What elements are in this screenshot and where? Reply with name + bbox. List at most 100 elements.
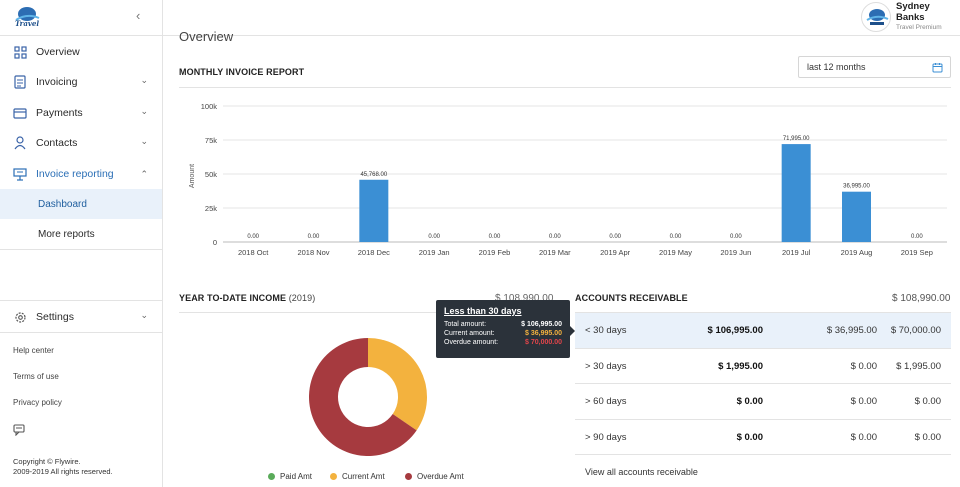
copyright: Copyright © Flywire. 2009-2019 All right… xyxy=(13,457,113,477)
y-tick-label: 25k xyxy=(205,204,217,213)
copyright-line: Copyright © Flywire. xyxy=(13,457,81,466)
tooltip-value: $ 106,995.00 xyxy=(521,321,562,328)
ytd-total: $ 108,990.00 xyxy=(495,293,554,304)
sidebar-item-label: Overview xyxy=(36,46,80,58)
sidebar-item-contacts[interactable]: Contacts ⌄ xyxy=(0,128,162,158)
x-tick-label: 2019 Mar xyxy=(539,248,571,257)
legend-overdue[interactable]: Overdue Amt xyxy=(405,472,464,481)
sidebar-item-label: Contacts xyxy=(36,137,78,149)
ar-total: $ 108,990.00 xyxy=(892,293,951,304)
bar-value-label: 0.00 xyxy=(247,234,259,240)
view-all-ar-link[interactable]: View all accounts receivable xyxy=(585,467,698,477)
copyright-line: 2009-2019 All rights reserved. xyxy=(13,467,113,476)
ar-period: > 30 days xyxy=(585,360,627,372)
sidebar-subitem-more-reports[interactable]: More reports xyxy=(0,219,162,249)
gear-icon xyxy=(13,310,27,324)
y-axis-label: Amount xyxy=(189,164,196,188)
legend-paid[interactable]: Paid Amt xyxy=(268,472,312,481)
bar[interactable] xyxy=(359,179,389,242)
ar-overdue-amount: $ 1,995.00 xyxy=(896,360,941,372)
donut-slice[interactable] xyxy=(368,338,427,431)
x-tick-label: 2019 Feb xyxy=(479,248,511,257)
table-row[interactable]: > 60 days $ 0.00 $ 0.00 $ 0.00 xyxy=(575,384,951,420)
x-tick-label: 2019 Jun xyxy=(720,248,751,257)
divider xyxy=(179,87,951,88)
sidebar-item-label: Invoicing xyxy=(36,76,78,88)
sidebar-item-overview[interactable]: Overview xyxy=(0,37,162,67)
calendar-icon xyxy=(932,62,943,75)
tooltip-title: Less than 30 days xyxy=(444,306,522,316)
divider xyxy=(179,312,563,313)
table-row[interactable]: > 90 days $ 0.00 $ 0.00 $ 0.00 xyxy=(575,420,951,455)
chevron-down-icon: ⌄ xyxy=(140,136,148,146)
ar-overdue-amount: $ 0.00 xyxy=(914,396,941,407)
donut-slice[interactable] xyxy=(309,338,417,456)
ar-overdue-amount: $ 0.00 xyxy=(914,431,941,443)
page-title: Overview xyxy=(179,29,234,44)
chat-icon[interactable] xyxy=(13,424,25,438)
bar-value-label: 0.00 xyxy=(670,234,682,240)
sidebar-item-label: Payments xyxy=(36,107,83,119)
legend-current[interactable]: Current Amt xyxy=(330,472,385,481)
bar-value-label: 71,995.00 xyxy=(783,136,810,142)
tooltip-row: Current amount: $ 36,995.00 xyxy=(444,330,562,337)
ar-current-amount: $ 0.00 xyxy=(850,396,877,407)
tooltip-row: Overdue amount: $ 70,000.00 xyxy=(444,339,562,346)
tooltip-value: $ 70,000.00 xyxy=(525,339,562,346)
table-row[interactable]: > 30 days $ 1,995.00 $ 0.00 $ 1,995.00 xyxy=(575,349,951,384)
bar-value-label: 0.00 xyxy=(428,234,440,240)
ar-total-amount: $ 0.00 xyxy=(736,431,763,443)
legend-label: Current Amt xyxy=(342,472,385,481)
monthly-report-title: MONTHLY INVOICE REPORT xyxy=(179,67,305,77)
ytd-donut-chart[interactable] xyxy=(308,337,428,457)
x-tick-label: 2018 Nov xyxy=(297,248,329,257)
avatar[interactable] xyxy=(861,2,891,32)
divider xyxy=(0,332,162,333)
date-range-select[interactable]: last 12 months xyxy=(798,56,951,78)
user-first-name: Sydney xyxy=(896,1,930,12)
x-tick-label: 2019 Jan xyxy=(419,248,450,257)
x-tick-label: 2019 May xyxy=(659,248,692,257)
bar[interactable] xyxy=(842,191,871,242)
legend-dot xyxy=(330,473,337,480)
date-range-value: last 12 months xyxy=(807,62,866,72)
terms-of-use-link[interactable]: Terms of use xyxy=(13,372,59,381)
sidebar-header: Travel ‹ xyxy=(0,0,162,36)
divider xyxy=(0,300,162,301)
legend-label: Overdue Amt xyxy=(417,472,464,481)
ar-current-amount: $ 0.00 xyxy=(850,360,877,372)
topbar: Sydney Banks Travel Premium xyxy=(163,0,960,36)
sidebar-item-invoicing[interactable]: Invoicing ⌄ xyxy=(0,67,162,97)
tooltip-value: $ 36,995.00 xyxy=(525,330,562,337)
user-plan: Travel Premium xyxy=(896,24,942,31)
sidebar-item-invoice-reporting[interactable]: Invoice reporting ⌃ xyxy=(0,159,162,189)
sidebar-item-payments[interactable]: Payments ⌄ xyxy=(0,98,162,128)
sidebar: Travel ‹ Overview Invoicing ⌄ Payments ⌄ xyxy=(0,0,163,487)
chevron-up-icon: ⌃ xyxy=(140,169,148,179)
x-tick-label: 2018 Oct xyxy=(238,248,269,257)
ytd-title-text: YEAR TO-DATE INCOME xyxy=(179,293,287,303)
bar-value-label: 0.00 xyxy=(308,234,320,240)
monthly-invoice-chart: 0 25k 50k 75k 100k 0.00 2018 Oct 0.00 2018 Nov 4… xyxy=(189,102,947,257)
ar-total-amount: $ 1,995.00 xyxy=(718,360,763,372)
privacy-policy-link[interactable]: Privacy policy xyxy=(13,398,62,407)
bar-value-label: 45,768.00 xyxy=(360,172,387,178)
travel-logo[interactable]: Travel xyxy=(12,3,42,33)
ar-period: > 90 days xyxy=(585,431,627,443)
legend-dot xyxy=(405,473,412,480)
donut-tooltip: Less than 30 days Total amount: $ 106,99… xyxy=(436,300,575,358)
x-tick-label: 2019 Sep xyxy=(901,248,933,257)
ar-current-amount: $ 0.00 xyxy=(850,431,877,443)
sidebar-item-label: Invoice reporting xyxy=(36,168,114,180)
help-center-link[interactable]: Help center xyxy=(13,346,54,355)
user-last-name: Banks xyxy=(896,12,925,23)
ar-current-amount: $ 36,995.00 xyxy=(826,325,877,336)
sidebar-subitem-label: Dashboard xyxy=(38,198,87,210)
sidebar-subitem-dashboard[interactable]: Dashboard xyxy=(0,189,162,219)
tooltip-label: Current amount: xyxy=(444,330,495,337)
user-name[interactable]: Sydney Banks xyxy=(896,1,930,23)
sidebar-item-settings[interactable]: Settings ⌄ xyxy=(0,302,162,332)
collapse-sidebar-icon[interactable]: ‹ xyxy=(136,8,141,23)
bar[interactable] xyxy=(781,144,811,242)
table-row[interactable]: < 30 days $ 106,995.00 $ 36,995.00 $ 70,… xyxy=(575,313,951,349)
